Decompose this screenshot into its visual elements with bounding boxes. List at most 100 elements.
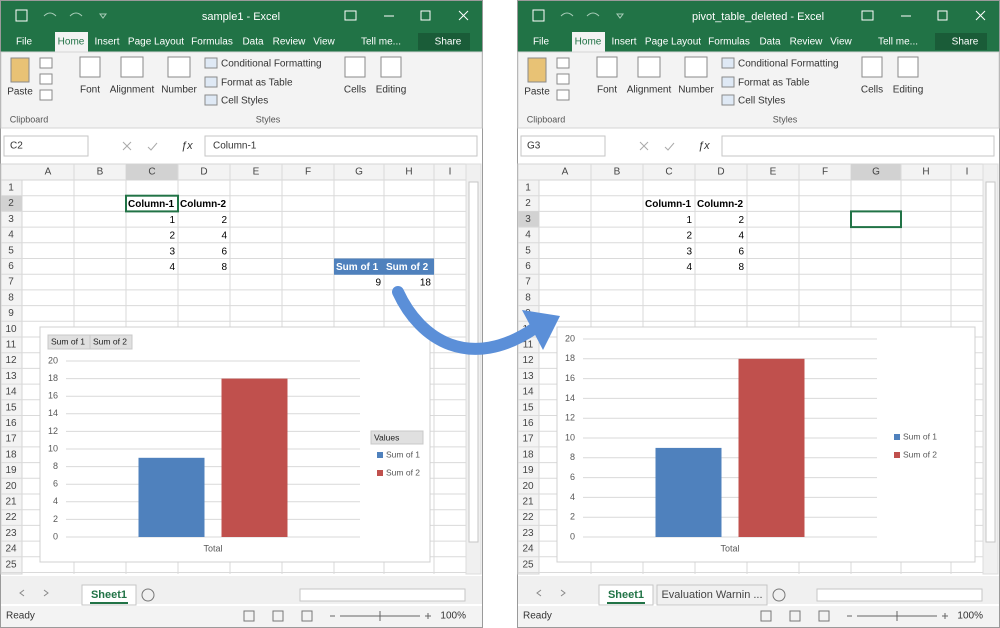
number-icon[interactable] — [684, 56, 708, 78]
ribbon-tab[interactable]: File — [533, 37, 550, 48]
field-button[interactable] — [89, 334, 133, 350]
conditional-formatting-icon[interactable] — [721, 57, 735, 69]
ribbon-tab[interactable]: Share — [952, 37, 979, 48]
ribbon-button[interactable]: Paste — [7, 87, 33, 98]
field-button-label[interactable]: Sum of 1 — [51, 336, 85, 346]
format-painter-icon[interactable] — [556, 89, 570, 101]
cells-icon[interactable] — [344, 56, 366, 78]
ribbon-button[interactable]: Editing — [376, 85, 407, 96]
share-button[interactable] — [935, 33, 987, 50]
selected-cell[interactable] — [125, 194, 179, 213]
ribbon-button[interactable]: Cell Styles — [738, 96, 785, 107]
new-sheet-button[interactable] — [141, 588, 155, 602]
ribbon-button[interactable]: Cell Styles — [221, 96, 268, 107]
copy-icon[interactable] — [39, 73, 53, 85]
ribbon-button[interactable]: Format as Table — [738, 78, 810, 89]
sheet-tab-label[interactable]: Sheet1 — [608, 589, 644, 601]
formula-text[interactable]: Column-1 — [213, 141, 257, 152]
ribbon-tab[interactable]: Share — [435, 37, 462, 48]
close-button[interactable] — [975, 10, 986, 21]
name-box-text[interactable]: C2 — [10, 141, 23, 152]
save-icon[interactable] — [15, 9, 28, 22]
ribbon-button[interactable]: Paste — [524, 87, 550, 98]
save-icon[interactable] — [532, 9, 545, 22]
name-box-text[interactable]: G3 — [527, 141, 541, 152]
ribbon-tab[interactable]: Tell me... — [361, 37, 401, 48]
ribbon-tab[interactable]: File — [16, 37, 33, 48]
copy-icon[interactable] — [556, 73, 570, 85]
formula-input[interactable] — [721, 135, 995, 157]
ribbon-tab[interactable]: Tell me... — [878, 37, 918, 48]
ribbon-tab[interactable]: Data — [242, 37, 264, 48]
ribbon-tab[interactable]: View — [830, 37, 852, 48]
ribbon-button[interactable]: Number — [678, 85, 714, 96]
maximize-button[interactable] — [420, 10, 431, 21]
scroll-thumb[interactable] — [468, 181, 479, 543]
ribbon-button[interactable]: Alignment — [110, 85, 155, 96]
name-box[interactable] — [520, 135, 606, 157]
format-as-table-icon[interactable] — [204, 76, 218, 88]
ribbon-button[interactable]: Font — [597, 85, 617, 96]
close-button[interactable] — [458, 10, 469, 21]
ribbon-tab[interactable]: Review — [790, 37, 824, 48]
maximize-button[interactable] — [937, 10, 948, 21]
cell-styles-icon[interactable] — [721, 94, 735, 106]
name-box[interactable] — [3, 135, 89, 157]
ribbon-button[interactable]: Number — [161, 85, 197, 96]
font-icon[interactable] — [79, 56, 101, 78]
sheet-tab-label[interactable]: Evaluation Warnin ... — [661, 589, 762, 601]
ribbon-tab[interactable]: Page Layout — [128, 37, 184, 48]
legend-title[interactable]: Values — [374, 432, 399, 442]
view-buttons[interactable] — [760, 610, 830, 622]
cut-icon[interactable] — [39, 57, 53, 69]
sheet-tab[interactable] — [656, 584, 768, 606]
horizontal-scrollbar[interactable] — [299, 588, 466, 602]
sheet-nav[interactable] — [19, 589, 49, 597]
ribbon-tab[interactable]: Review — [273, 37, 307, 48]
horizontal-scrollbar[interactable] — [816, 588, 983, 602]
ribbon-tab[interactable]: Home — [58, 37, 85, 48]
ribbon-tab[interactable]: Formulas — [191, 37, 233, 48]
ribbon-button[interactable]: Conditional Formatting — [221, 59, 322, 70]
alignment-icon[interactable] — [120, 56, 144, 78]
ribbon-button[interactable]: Alignment — [627, 85, 672, 96]
ribbon-button[interactable]: Editing — [893, 85, 924, 96]
scroll-thumb[interactable] — [985, 181, 996, 543]
editing-icon[interactable] — [897, 56, 919, 78]
ribbon-tab[interactable]: View — [313, 37, 335, 48]
sheet-tab-label[interactable]: Sheet1 — [91, 589, 127, 601]
ribbon-tab[interactable]: Page Layout — [645, 37, 701, 48]
format-as-table-icon[interactable] — [721, 76, 735, 88]
ribbon-tab[interactable]: Insert — [611, 37, 636, 48]
ribbon-button[interactable]: Cells — [344, 85, 366, 96]
ribbon-button[interactable]: Cells — [861, 85, 883, 96]
share-button[interactable] — [418, 33, 470, 50]
conditional-formatting-icon[interactable] — [204, 57, 218, 69]
legend-title-button[interactable] — [370, 430, 424, 445]
formula-input[interactable] — [204, 135, 478, 157]
zoom-level[interactable]: 100% — [957, 611, 983, 622]
undo-icons[interactable] — [560, 12, 624, 19]
field-button-label[interactable]: Sum of 2 — [93, 336, 127, 346]
ribbon-tab[interactable]: Data — [759, 37, 781, 48]
format-painter-icon[interactable] — [39, 89, 53, 101]
ribbon-tab[interactable]: Home — [575, 37, 602, 48]
undo-icons[interactable] — [43, 12, 107, 19]
zoom-slider[interactable] — [847, 611, 948, 621]
ribbon-button[interactable]: Font — [80, 85, 100, 96]
ribbon-tab[interactable]: Insert — [94, 37, 119, 48]
ribbon-display-button[interactable] — [861, 10, 874, 21]
view-buttons[interactable] — [243, 610, 313, 622]
cell-styles-icon[interactable] — [204, 94, 218, 106]
new-sheet-button[interactable] — [772, 588, 786, 602]
number-icon[interactable] — [167, 56, 191, 78]
ribbon-tab[interactable]: Formulas — [708, 37, 750, 48]
ribbon-display-button[interactable] — [344, 10, 357, 21]
sheet-nav[interactable] — [536, 589, 566, 597]
ribbon-button[interactable]: Conditional Formatting — [738, 59, 839, 70]
editing-icon[interactable] — [380, 56, 402, 78]
cells-icon[interactable] — [861, 56, 883, 78]
ribbon-button[interactable]: Format as Table — [221, 78, 293, 89]
font-icon[interactable] — [596, 56, 618, 78]
sheet-tab[interactable] — [598, 584, 654, 606]
